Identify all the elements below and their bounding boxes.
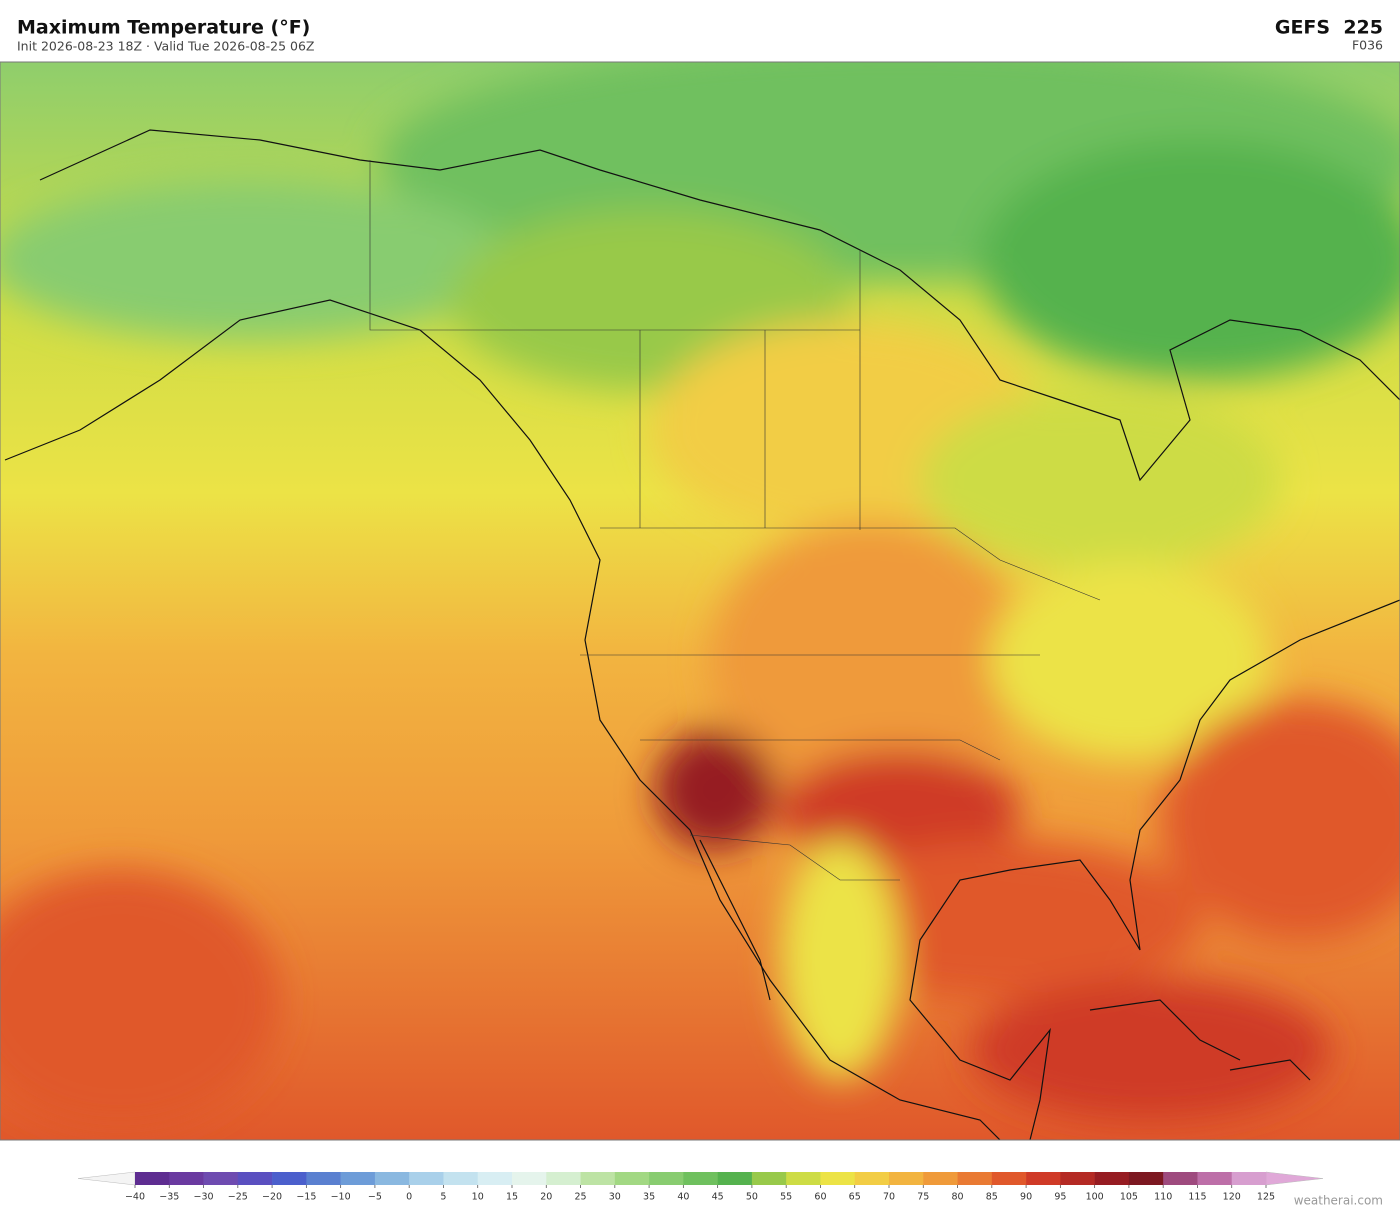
colorbar-bin: [991, 1172, 1027, 1185]
colorbar-tick-label: 20: [540, 1192, 552, 1203]
coastline: [1089, 999, 1311, 1081]
credit: weatherai.com: [1294, 1194, 1383, 1208]
colorbar-bin: [854, 1172, 890, 1185]
colorbar-bin: [614, 1172, 650, 1185]
coastline: [39, 129, 1400, 482]
colorbar-tick-label: 75: [917, 1192, 929, 1203]
colorbar-tick-label: 95: [1054, 1192, 1066, 1203]
colorbar-bin: [1060, 1172, 1095, 1185]
colorbar-bin: [237, 1172, 273, 1185]
colorbar-bin: [580, 1172, 616, 1185]
colorbar-tick-label: 15: [506, 1192, 518, 1203]
colorbar-tick-label: 125: [1257, 1192, 1275, 1203]
colorbar-bin: [272, 1172, 307, 1185]
colorbar-tick-label: 50: [746, 1192, 758, 1203]
colorbar-bin: [683, 1172, 718, 1185]
colorbar-bin: [374, 1172, 410, 1185]
colorbar-bin: [546, 1172, 581, 1185]
colorbar-tick-label: 100: [1086, 1192, 1104, 1203]
colorbar-bin: [717, 1172, 753, 1185]
colorbar-bin: [512, 1172, 547, 1185]
colorbar-tick-label: −25: [228, 1192, 248, 1203]
colorbar-tick-label: 115: [1188, 1192, 1206, 1203]
colorbar-tick-label: 0: [406, 1192, 412, 1203]
colorbar-bin: [1197, 1172, 1233, 1185]
colorbar-tick-label: −5: [368, 1192, 382, 1203]
colorbar-bin: [751, 1172, 787, 1185]
colorbar-bin: [477, 1172, 513, 1185]
temperature-field: [0, 62, 1400, 1130]
colorbar-tick-label: 35: [643, 1192, 655, 1203]
forecast-hour: F036: [1352, 38, 1383, 53]
colorbar-tick-label: 25: [574, 1192, 586, 1203]
colorbar-tick-label: −10: [331, 1192, 351, 1203]
colorbar-bin: [889, 1172, 924, 1185]
colorbar-tick-label: 85: [986, 1192, 998, 1203]
subtitle: Init 2026-08-23 18Z · Valid Tue 2026-08-…: [17, 39, 314, 54]
colorbar-tick-label: 55: [780, 1192, 792, 1203]
map-frame: [0, 61, 1400, 1141]
colorbar-tick-label: −40: [125, 1192, 145, 1203]
colorbar-bin: [203, 1172, 239, 1185]
colorbar-bin: [1026, 1172, 1061, 1185]
colorbar-tick-label: 120: [1223, 1192, 1241, 1203]
colorbar-tick-label: 65: [849, 1192, 861, 1203]
coastline: [699, 839, 771, 1001]
colorbar-tick-label: −15: [296, 1192, 316, 1203]
colorbar-bin: [1128, 1172, 1164, 1185]
colorbar-tick-label: −35: [159, 1192, 179, 1203]
colorbar: −40 −35 −30 −25 −20 −15 −10 −5 0 5 10 15 20 25 30 35 40 4…: [77, 1171, 1324, 1203]
coastline: [4, 299, 1001, 1140]
colorbar-bin: [957, 1172, 993, 1185]
colorbar-tick-label: 110: [1154, 1192, 1172, 1203]
colorbar-tick-label: 45: [712, 1192, 724, 1203]
colorbar-tick-label: −30: [194, 1192, 214, 1203]
colorbar-tick-label: 60: [814, 1192, 826, 1203]
colorbar-bin: [923, 1172, 958, 1185]
colorbar-bin: [443, 1172, 479, 1185]
colorbar-bin: [786, 1172, 821, 1185]
colorbar-tick-label: 80: [951, 1192, 963, 1203]
map: [0, 62, 1400, 1140]
colorbar-bin: [1231, 1172, 1267, 1185]
colorbar-bin: [409, 1172, 444, 1185]
coastline: [909, 599, 1400, 1140]
colorbar-bin: [1094, 1172, 1130, 1185]
colorbar-bin: [306, 1172, 341, 1185]
colorbar-bin: [649, 1172, 684, 1185]
colorbar-tick-label: −20: [262, 1192, 282, 1203]
title: Maximum Temperature (°F): [17, 17, 310, 39]
colorbar-tick-label: 70: [883, 1192, 895, 1203]
border: [369, 160, 1101, 881]
colorbar-tick-label: 30: [609, 1192, 621, 1203]
colorbar-bin: [820, 1172, 856, 1185]
colorbar-tick-label: 40: [677, 1192, 689, 1203]
colorbar-bin: [135, 1172, 170, 1185]
colorbar-bin: [169, 1172, 204, 1185]
colorbar-tick-label: 90: [1020, 1192, 1032, 1203]
colorbar-tick-label: 10: [472, 1192, 484, 1203]
colorbar-tick-label: 105: [1120, 1192, 1138, 1203]
colorbar-bin: [1163, 1172, 1198, 1185]
model-label: GEFS 225: [1275, 17, 1383, 39]
colorbar-bin: [340, 1172, 376, 1185]
colorbar-tick-label: 5: [440, 1192, 446, 1203]
